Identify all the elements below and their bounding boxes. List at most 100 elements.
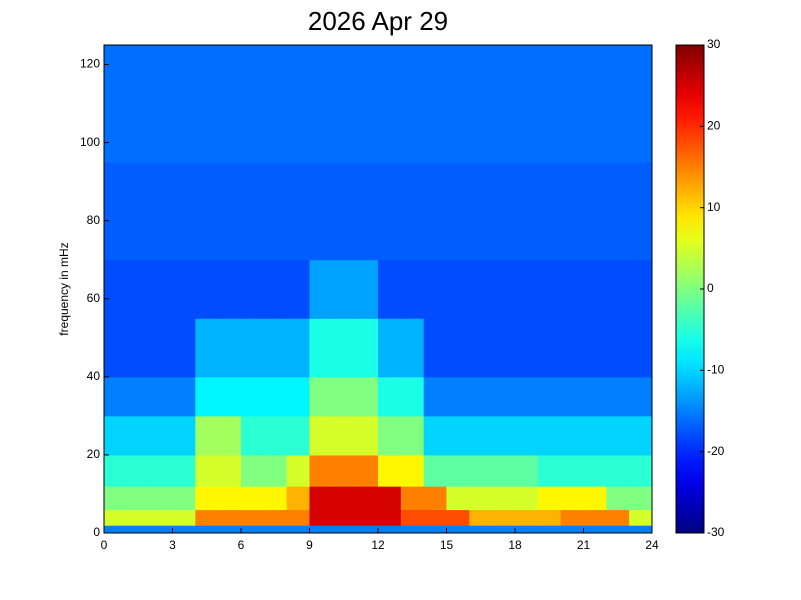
heat-cell (378, 509, 402, 526)
heat-cell (104, 509, 128, 526)
heat-cell (560, 525, 584, 534)
heat-cell (286, 509, 310, 526)
heat-cell (515, 525, 539, 534)
heat-cell (309, 454, 333, 487)
heat-cell (286, 259, 310, 319)
heat-cell (423, 318, 447, 378)
heat-cell (469, 162, 493, 261)
heat-cell (560, 162, 584, 261)
heat-cell (400, 259, 425, 319)
heat-cell (515, 509, 539, 526)
heat-cell (606, 318, 630, 378)
heat-cell (446, 415, 470, 456)
heat-cell (104, 415, 128, 456)
heat-cell (309, 415, 333, 456)
heat-cell (355, 162, 379, 261)
heat-cell (492, 454, 516, 487)
heat-cell (560, 318, 584, 378)
y-tick-label: 20 (87, 447, 101, 461)
heat-cell (515, 259, 539, 319)
heat-cell (583, 376, 607, 417)
heat-cell (172, 486, 196, 511)
heat-cell (195, 376, 219, 417)
heat-cell (172, 45, 196, 163)
heat-cell (378, 525, 402, 534)
heat-cell (309, 259, 333, 319)
heat-cell (286, 415, 310, 456)
heat-cell (446, 509, 470, 526)
heat-cell (537, 486, 562, 511)
y-tick-label: 120 (80, 57, 100, 71)
heat-cell (515, 454, 539, 487)
heat-cell (400, 376, 425, 417)
heat-cell (263, 376, 288, 417)
heat-cell (446, 486, 470, 511)
heat-cell (560, 486, 584, 511)
heat-cell (423, 509, 447, 526)
colorbar-tick-label: -30 (707, 525, 725, 539)
y-axis-label: frequency in mHz (57, 242, 71, 335)
heat-cell (104, 525, 128, 534)
heat-cell (309, 509, 333, 526)
heat-cell (195, 525, 219, 534)
heat-cell (629, 376, 653, 417)
heat-cell (400, 318, 425, 378)
heat-cell (560, 509, 584, 526)
heat-cell (629, 45, 653, 163)
heat-cell (606, 162, 630, 261)
heat-cell (172, 509, 196, 526)
heat-cell (629, 486, 653, 511)
heat-cell (355, 454, 379, 487)
heat-cell (286, 454, 310, 487)
heat-cell (241, 525, 265, 534)
heat-cell (560, 454, 584, 487)
heat-cell (469, 415, 493, 456)
heat-cell (218, 486, 242, 511)
heat-cell (195, 509, 219, 526)
heat-cell (469, 45, 493, 163)
heat-cell (355, 318, 379, 378)
heat-cell (469, 318, 493, 378)
heat-cell (149, 509, 173, 526)
heat-cell (241, 509, 265, 526)
heat-cell (126, 376, 151, 417)
heat-cell (378, 376, 402, 417)
heat-cell (104, 45, 128, 163)
heat-cell (446, 454, 470, 487)
colorbar-tick-label: 0 (707, 281, 714, 295)
heat-cell (469, 486, 493, 511)
heat-cell (309, 162, 333, 261)
heat-cell (515, 45, 539, 163)
colorbar (675, 44, 705, 534)
heat-cell (355, 509, 379, 526)
heat-cell (537, 45, 562, 163)
heat-cell (446, 45, 470, 163)
y-tick-label: 0 (93, 525, 100, 539)
heat-cell (606, 509, 630, 526)
heat-cell (309, 45, 333, 163)
heat-cell (149, 376, 173, 417)
heat-cell (286, 318, 310, 378)
heat-cell (355, 415, 379, 456)
heat-cell (400, 162, 425, 261)
heat-cell (560, 45, 584, 163)
heat-cell (195, 318, 219, 378)
heat-cell (126, 45, 151, 163)
colorbar-tick-label: 30 (707, 37, 721, 51)
heat-cell (583, 45, 607, 163)
heat-cell (104, 376, 128, 417)
heat-cell (172, 415, 196, 456)
colorbar-tick-label: -10 (707, 363, 725, 377)
heat-cell (263, 509, 288, 526)
heat-cell (446, 259, 470, 319)
x-tick-label: 0 (101, 538, 108, 552)
heat-cell (629, 318, 653, 378)
heat-cell (149, 486, 173, 511)
heat-cell (537, 525, 562, 534)
x-tick-label: 9 (306, 538, 313, 552)
heat-cell (332, 454, 356, 487)
x-tick-label: 24 (645, 538, 659, 552)
heat-cell (104, 259, 128, 319)
heat-cell (515, 415, 539, 456)
heat-cell (560, 415, 584, 456)
